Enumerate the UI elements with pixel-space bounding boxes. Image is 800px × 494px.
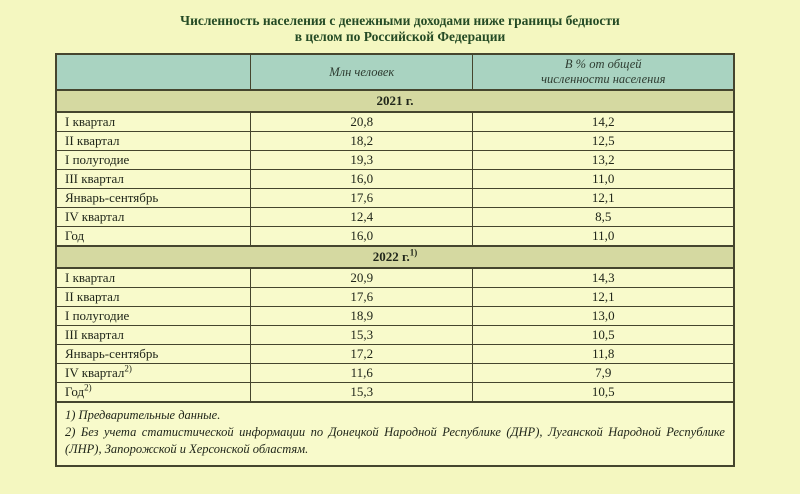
row-label-text: I полугодие — [65, 308, 130, 323]
row-label: I квартал — [55, 111, 252, 132]
table-row: III квартал 15,3 10,5 — [55, 325, 735, 345]
value-mln: 17,2 — [250, 344, 474, 364]
row-label-text: II квартал — [65, 133, 120, 148]
row-label: II квартал — [55, 287, 252, 307]
row-label: II квартал — [55, 131, 252, 151]
value-mln: 20,8 — [250, 111, 474, 132]
value-pct: 10,5 — [472, 382, 735, 403]
value-pct: 10,5 — [472, 325, 735, 345]
value-mln: 16,0 — [250, 226, 474, 247]
row-label: I полугодие — [55, 150, 252, 170]
table-row: I полугодие 18,9 13,0 — [55, 306, 735, 326]
row-label-text: Год — [65, 384, 85, 399]
row-label-sup: 2) — [84, 382, 92, 393]
footnotes-row: 1) Предварительные данные. 2) Без учета … — [55, 401, 735, 467]
page-title-line2: в целом по Российской Федерации — [294, 29, 506, 44]
row-label-text: IV квартал — [65, 365, 125, 380]
table-row: Год 16,0 11,0 — [55, 226, 735, 247]
value-pct: 7,9 — [472, 363, 735, 383]
value-pct: 13,2 — [472, 150, 735, 170]
row-label-text: II квартал — [65, 289, 120, 304]
row-label: Январь-сентябрь — [55, 344, 252, 364]
footnotes-cell: 1) Предварительные данные. 2) Без учета … — [55, 401, 735, 467]
row-label-text: Январь-сентябрь — [65, 190, 159, 205]
row-label-text: III квартал — [65, 327, 124, 342]
row-label: IV квартал2) — [55, 363, 252, 383]
row-label-text: I полугодие — [65, 152, 130, 167]
row-label-sup: 2) — [124, 363, 132, 374]
row-label: III квартал — [55, 169, 252, 189]
value-mln: 12,4 — [250, 207, 474, 227]
table-row: Январь-сентябрь 17,6 12,1 — [55, 188, 735, 208]
row-label: I полугодие — [55, 306, 252, 326]
page-title: Численность населения с денежными дохода… — [0, 0, 800, 45]
year-band-2022-cell: 2022 г.1) — [55, 245, 735, 269]
row-label-text: Январь-сентябрь — [65, 346, 159, 361]
value-mln: 16,0 — [250, 169, 474, 189]
header-cell-pct: В % от общей численности населения — [472, 53, 735, 91]
value-pct: 12,1 — [472, 188, 735, 208]
table-row: Январь-сентябрь 17,2 11,8 — [55, 344, 735, 364]
row-label: Год — [55, 226, 252, 247]
value-mln: 19,3 — [250, 150, 474, 170]
row-label-text: III квартал — [65, 171, 124, 186]
year-band-2022: 2022 г.1) — [55, 245, 735, 269]
table-row: II квартал 18,2 12,5 — [55, 131, 735, 151]
value-pct: 11,8 — [472, 344, 735, 364]
table-header-row: Млн человек В % от общей численности нас… — [55, 53, 735, 91]
value-pct: 14,3 — [472, 267, 735, 288]
page-title-line1: Численность населения с денежными дохода… — [180, 13, 620, 28]
year-band-2021-cell: 2021 г. — [55, 89, 735, 113]
row-label: IV квартал — [55, 207, 252, 227]
value-mln: 20,9 — [250, 267, 474, 288]
table-row: IV квартал2) 11,6 7,9 — [55, 363, 735, 383]
year-band-2021: 2021 г. — [55, 89, 735, 113]
year-band-2022-sup: 1) — [409, 247, 418, 258]
table-row: Год2) 15,3 10,5 — [55, 382, 735, 403]
value-pct: 12,5 — [472, 131, 735, 151]
value-pct: 8,5 — [472, 207, 735, 227]
row-label-text: IV квартал — [65, 209, 125, 224]
value-pct: 11,0 — [472, 226, 735, 247]
value-mln: 18,2 — [250, 131, 474, 151]
row-label-text: I квартал — [65, 270, 116, 285]
footnote-2: 2) Без учета статистической информации п… — [65, 425, 725, 456]
value-mln: 17,6 — [250, 188, 474, 208]
table-row: I квартал 20,9 14,3 — [55, 267, 735, 288]
footnote-1: 1) Предварительные данные. — [65, 408, 221, 422]
value-pct: 14,2 — [472, 111, 735, 132]
row-label: Январь-сентябрь — [55, 188, 252, 208]
value-mln: 15,3 — [250, 325, 474, 345]
value-pct: 13,0 — [472, 306, 735, 326]
table-row: III квартал 16,0 11,0 — [55, 169, 735, 189]
poverty-statistics-table: Млн человек В % от общей численности нас… — [55, 53, 735, 467]
value-pct: 12,1 — [472, 287, 735, 307]
value-mln: 18,9 — [250, 306, 474, 326]
row-label-text: I квартал — [65, 114, 116, 129]
table-row: I полугодие 19,3 13,2 — [55, 150, 735, 170]
header-mln-label: Млн человек — [329, 64, 395, 79]
row-label: I квартал — [55, 267, 252, 288]
header-pct-line2: численности населения — [541, 72, 666, 86]
table-row: IV квартал 12,4 8,5 — [55, 207, 735, 227]
row-label-text: Год — [65, 228, 85, 243]
header-pct-line1: В % от общей — [564, 57, 642, 71]
value-mln: 15,3 — [250, 382, 474, 403]
row-label: Год2) — [55, 382, 252, 403]
year-band-2022-label: 2022 г. — [372, 249, 410, 264]
table-row: I квартал 20,8 14,2 — [55, 111, 735, 132]
value-pct: 11,0 — [472, 169, 735, 189]
table-row: II квартал 17,6 12,1 — [55, 287, 735, 307]
header-cell-mln: Млн человек — [250, 53, 474, 91]
value-mln: 11,6 — [250, 363, 474, 383]
value-mln: 17,6 — [250, 287, 474, 307]
row-label: III квартал — [55, 325, 252, 345]
header-cell-empty — [55, 53, 252, 91]
year-band-2021-label: 2021 г. — [376, 93, 414, 108]
